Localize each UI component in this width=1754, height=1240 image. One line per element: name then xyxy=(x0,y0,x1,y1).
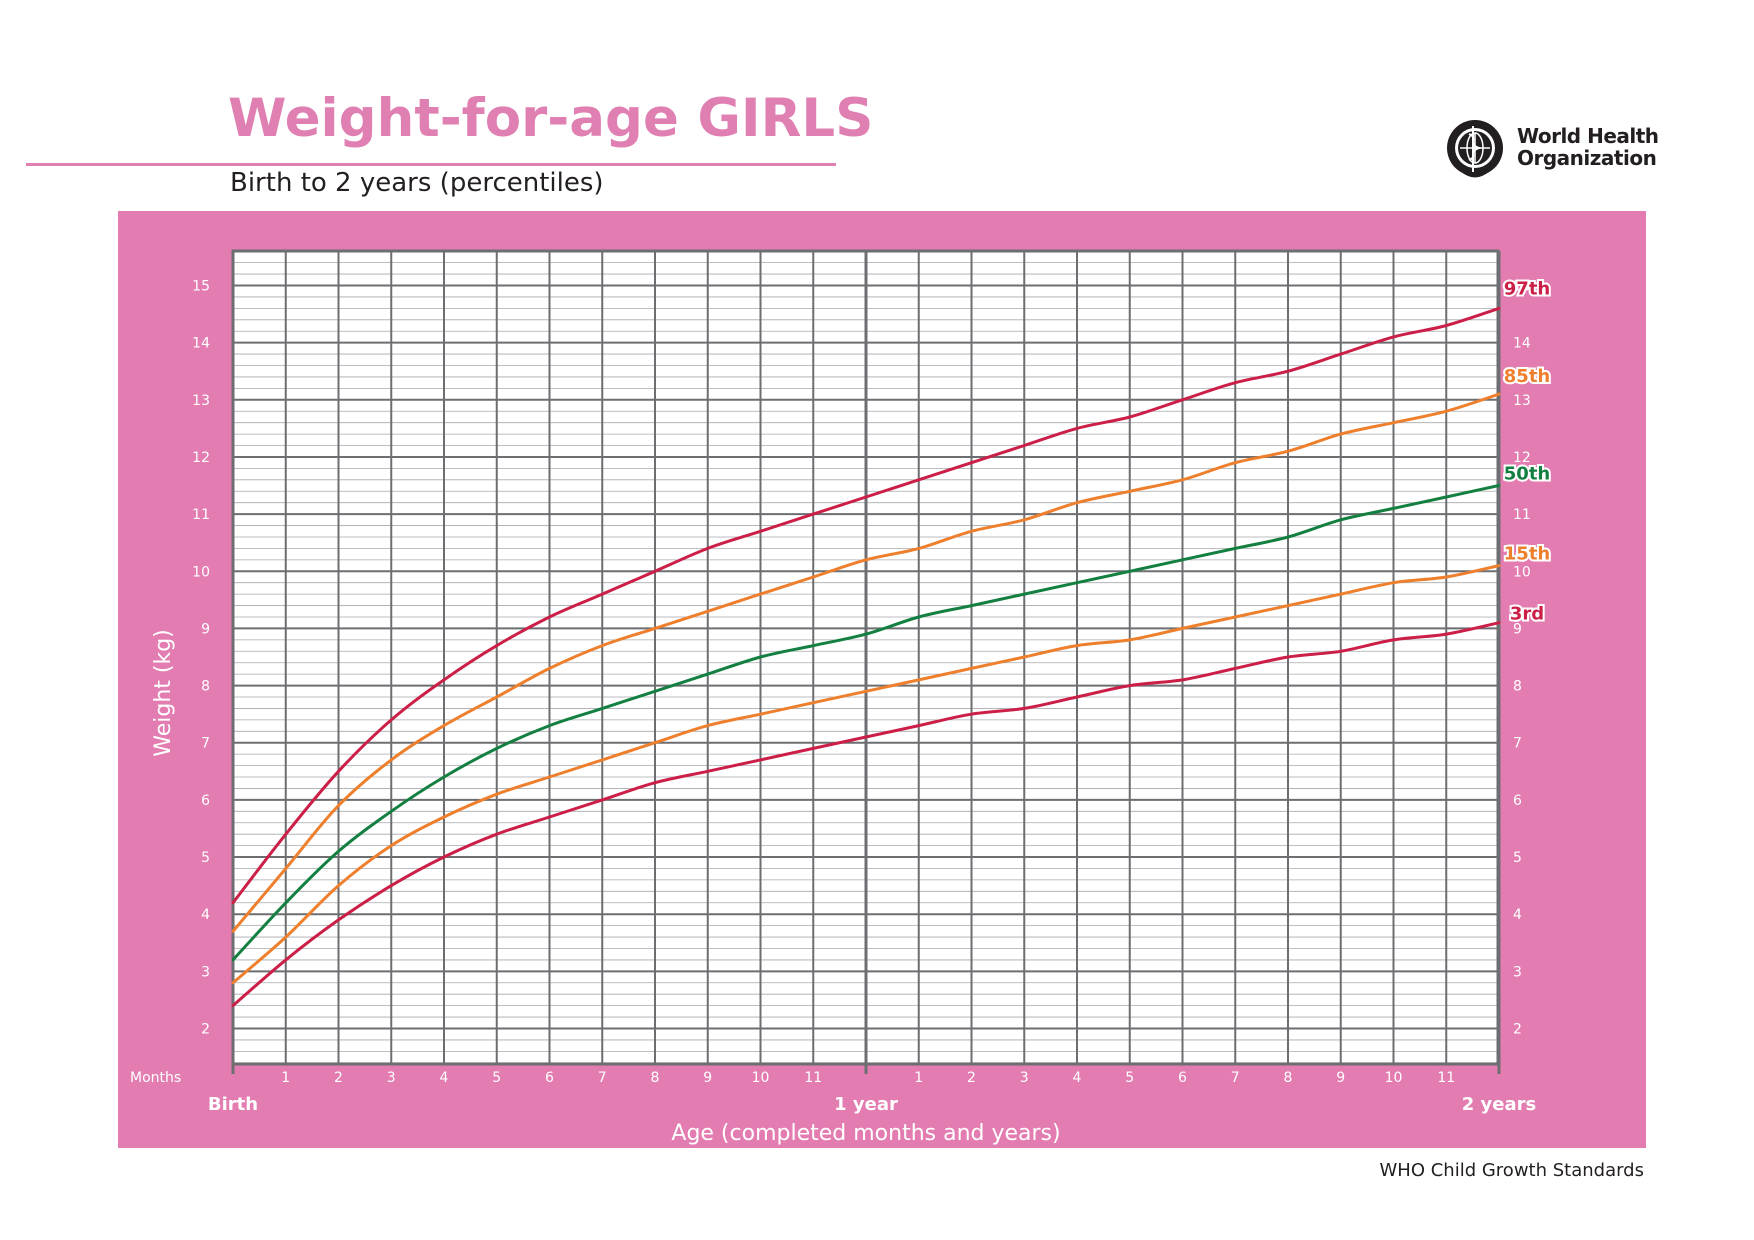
y-tick-label-right: 13 xyxy=(1513,393,1531,409)
footer-source: WHO Child Growth Standards xyxy=(1379,1160,1645,1181)
y-tick-label-left: 5 xyxy=(201,850,210,866)
series-label: 97th xyxy=(1504,278,1550,299)
x-unit-label: Months xyxy=(130,1070,181,1086)
y-tick-label-left: 7 xyxy=(201,736,210,752)
y-tick-label-left: 14 xyxy=(192,336,210,352)
percentile-curve-15th xyxy=(231,564,1501,985)
y-tick-label-right: 7 xyxy=(1513,736,1522,752)
y-tick-label-left: 8 xyxy=(201,679,210,695)
y-tick-label-left: 4 xyxy=(201,907,210,923)
x-month-tick-label: 5 xyxy=(492,1070,501,1086)
chart-panel: 2 2 3 3 4 4 5 5 6 6 7 7 8 8 9 9 10 10 11 11 12 12 13 13 14 14 15 15… xyxy=(118,211,1646,1148)
series-label: 85th xyxy=(1504,366,1550,387)
y-tick-label-left: 12 xyxy=(192,450,210,466)
percentile-curve-97th xyxy=(231,306,1501,905)
y-tick-label-right: 15 xyxy=(1513,279,1531,295)
y-axis-title: Weight (kg) xyxy=(151,629,176,757)
y-tick-label-right: 3 xyxy=(1513,964,1522,980)
y-tick-label-right: 8 xyxy=(1513,679,1522,695)
y-tick-label-left: 15 xyxy=(192,279,210,295)
x-month-tick-label: 7 xyxy=(1231,1070,1240,1086)
x-month-tick-label: 2 xyxy=(334,1070,343,1086)
x-year-tick-label: 1 year xyxy=(834,1094,898,1115)
x-month-tick-label: 1 xyxy=(914,1070,923,1086)
y-tick-label-left: 9 xyxy=(201,621,210,637)
title-underline xyxy=(26,163,836,166)
series-label: 15th xyxy=(1504,544,1550,565)
y-tick-label-right: 4 xyxy=(1513,907,1522,923)
x-year-tick-label: Birth xyxy=(208,1094,258,1115)
page-subtitle: Birth to 2 years (percentiles) xyxy=(230,168,604,198)
x-month-tick-label: 3 xyxy=(387,1070,396,1086)
x-month-tick-label: 1 xyxy=(281,1070,290,1086)
y-tick-label-right: 11 xyxy=(1513,507,1531,523)
x-month-tick-label: 8 xyxy=(1284,1070,1293,1086)
y-tick-label-left: 13 xyxy=(192,393,210,409)
x-month-tick-label: 11 xyxy=(1437,1070,1455,1086)
page-title: Weight-for-age GIRLS xyxy=(228,88,874,149)
y-tick-label-left: 6 xyxy=(201,793,210,809)
x-month-tick-label: 11 xyxy=(804,1070,822,1086)
y-tick-label-right: 5 xyxy=(1513,850,1522,866)
x-axis-title: Age (completed months and years) xyxy=(671,1121,1060,1146)
y-tick-label-left: 3 xyxy=(201,964,210,980)
who-emblem-icon xyxy=(1447,120,1503,178)
y-tick-label-right: 12 xyxy=(1513,450,1531,466)
x-month-tick-label: 6 xyxy=(545,1070,554,1086)
x-month-tick-label: 3 xyxy=(1020,1070,1029,1086)
x-month-tick-label: 4 xyxy=(440,1070,449,1086)
y-tick-label-left: 10 xyxy=(192,564,210,580)
x-month-tick-label: 10 xyxy=(752,1070,770,1086)
who-name-line1: World Health xyxy=(1517,124,1659,148)
y-tick-label-right: 9 xyxy=(1513,621,1522,637)
x-month-tick-label: 9 xyxy=(1336,1070,1345,1086)
percentile-curve-85th xyxy=(231,392,1501,933)
y-tick-label-right: 6 xyxy=(1513,793,1522,809)
y-tick-label-left: 11 xyxy=(192,507,210,523)
x-month-tick-label: 5 xyxy=(1125,1070,1134,1086)
x-month-tick-label: 8 xyxy=(651,1070,660,1086)
x-month-tick-label: 2 xyxy=(967,1070,976,1086)
y-tick-label-left: 2 xyxy=(201,1022,210,1038)
x-month-tick-label: 7 xyxy=(598,1070,607,1086)
percentile-curve-3rd xyxy=(231,621,1501,1008)
series-label: 50th xyxy=(1504,464,1550,485)
x-month-tick-label: 4 xyxy=(1073,1070,1082,1086)
x-month-tick-label: 6 xyxy=(1178,1070,1187,1086)
y-tick-label-right: 14 xyxy=(1513,336,1531,352)
x-month-tick-label: 9 xyxy=(703,1070,712,1086)
who-name-line2: Organization xyxy=(1517,146,1657,170)
who-organization-name: World Health Organization xyxy=(1517,125,1659,169)
y-tick-label-right: 10 xyxy=(1513,564,1531,580)
percentile-curve-50th xyxy=(231,484,1501,962)
x-month-tick-label: 10 xyxy=(1385,1070,1403,1086)
series-label: 3rd xyxy=(1510,604,1544,625)
x-year-tick-label: 2 years xyxy=(1462,1094,1536,1115)
y-tick-label-right: 2 xyxy=(1513,1022,1522,1038)
